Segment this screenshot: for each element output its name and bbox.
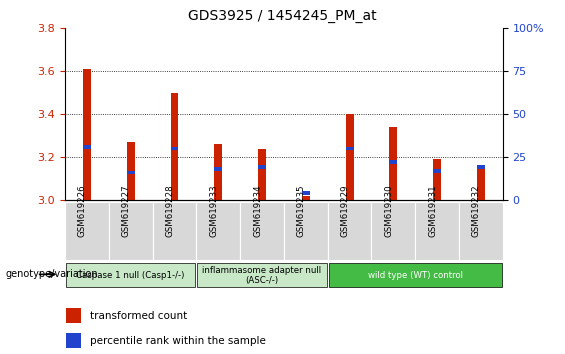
Bar xyxy=(329,263,502,287)
Bar xyxy=(433,159,441,200)
Text: GSM619228: GSM619228 xyxy=(166,184,175,237)
Bar xyxy=(372,202,415,260)
Text: GSM619229: GSM619229 xyxy=(341,184,350,237)
Bar xyxy=(197,202,240,260)
Text: percentile rank within the sample: percentile rank within the sample xyxy=(90,336,266,346)
Bar xyxy=(66,333,81,348)
Text: GSM619231: GSM619231 xyxy=(428,184,437,237)
Bar xyxy=(477,166,485,200)
Bar xyxy=(197,263,327,287)
Bar xyxy=(153,202,197,260)
Bar xyxy=(258,149,266,200)
Bar xyxy=(83,145,91,149)
Bar xyxy=(65,202,109,260)
Bar xyxy=(240,202,284,260)
Bar xyxy=(477,165,485,169)
Text: GSM619227: GSM619227 xyxy=(121,184,131,237)
Bar xyxy=(258,165,266,169)
Bar xyxy=(171,147,179,150)
Text: wild type (WT) control: wild type (WT) control xyxy=(368,271,463,280)
Bar xyxy=(302,196,310,200)
Text: inflammasome adapter null
(ASC-/-): inflammasome adapter null (ASC-/-) xyxy=(202,266,321,285)
Bar xyxy=(66,308,81,323)
Bar xyxy=(389,127,397,200)
Bar xyxy=(127,171,134,175)
Bar xyxy=(66,263,195,287)
Text: GSM619230: GSM619230 xyxy=(384,184,393,237)
Bar xyxy=(302,191,310,195)
Bar xyxy=(389,160,397,164)
Bar xyxy=(214,144,222,200)
Text: GSM619226: GSM619226 xyxy=(78,184,87,237)
Bar xyxy=(415,202,459,260)
Bar xyxy=(433,169,441,173)
Bar xyxy=(127,142,134,200)
Text: GSM619233: GSM619233 xyxy=(209,184,218,237)
Text: GSM619235: GSM619235 xyxy=(297,184,306,237)
Text: GSM619234: GSM619234 xyxy=(253,184,262,237)
Bar xyxy=(346,114,354,200)
Text: transformed count: transformed count xyxy=(90,311,188,321)
Text: Caspase 1 null (Casp1-/-): Caspase 1 null (Casp1-/-) xyxy=(76,271,185,280)
Text: GSM619232: GSM619232 xyxy=(472,184,481,237)
Bar xyxy=(108,202,153,260)
Text: genotype/variation: genotype/variation xyxy=(6,269,98,279)
Bar xyxy=(214,167,222,171)
Bar xyxy=(328,202,372,260)
Bar xyxy=(171,93,179,200)
Bar xyxy=(284,202,328,260)
Bar xyxy=(346,147,354,150)
Text: GDS3925 / 1454245_PM_at: GDS3925 / 1454245_PM_at xyxy=(188,9,377,23)
Bar xyxy=(459,202,503,260)
Bar xyxy=(83,69,91,200)
